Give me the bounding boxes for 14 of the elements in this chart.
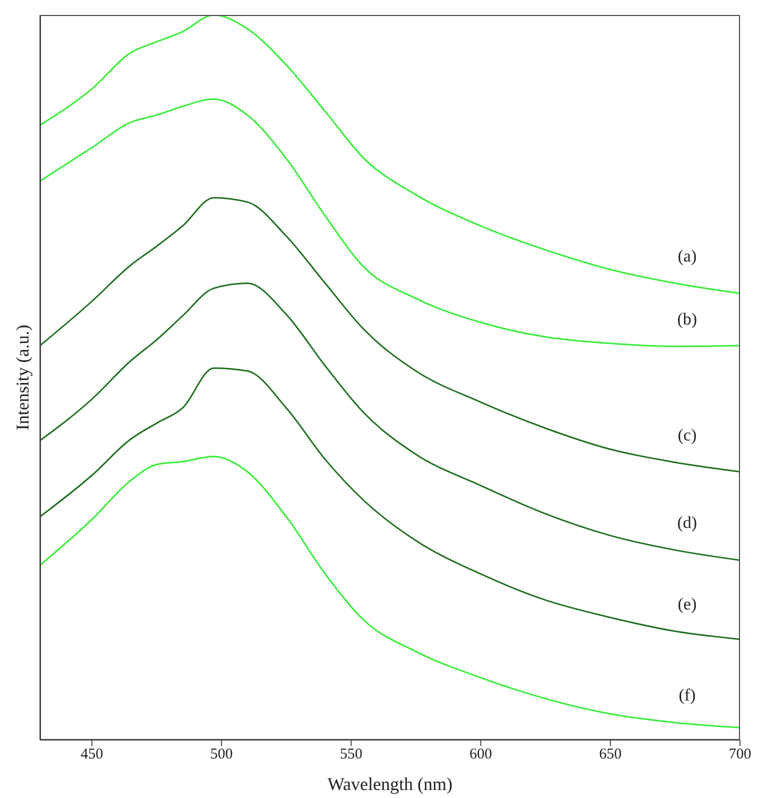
x-axis-title: Wavelength (nm) [327,774,453,794]
series-label: (f) [678,686,696,705]
x-tick-label: 650 [599,746,622,763]
series-label: (e) [678,594,697,614]
series-label: (c) [678,425,697,444]
y-axis-title: Intensity (a.u.) [12,324,32,430]
series-label: (d) [677,513,698,532]
x-tick-label: 700 [728,746,752,763]
series-label: (b) [677,309,698,328]
series-label: (a) [678,246,697,266]
x-tick-label: 600 [469,746,492,763]
x-tick-label: 550 [340,746,362,763]
x-tick-label: 450 [80,746,104,763]
x-tick-label: 500 [210,746,233,763]
